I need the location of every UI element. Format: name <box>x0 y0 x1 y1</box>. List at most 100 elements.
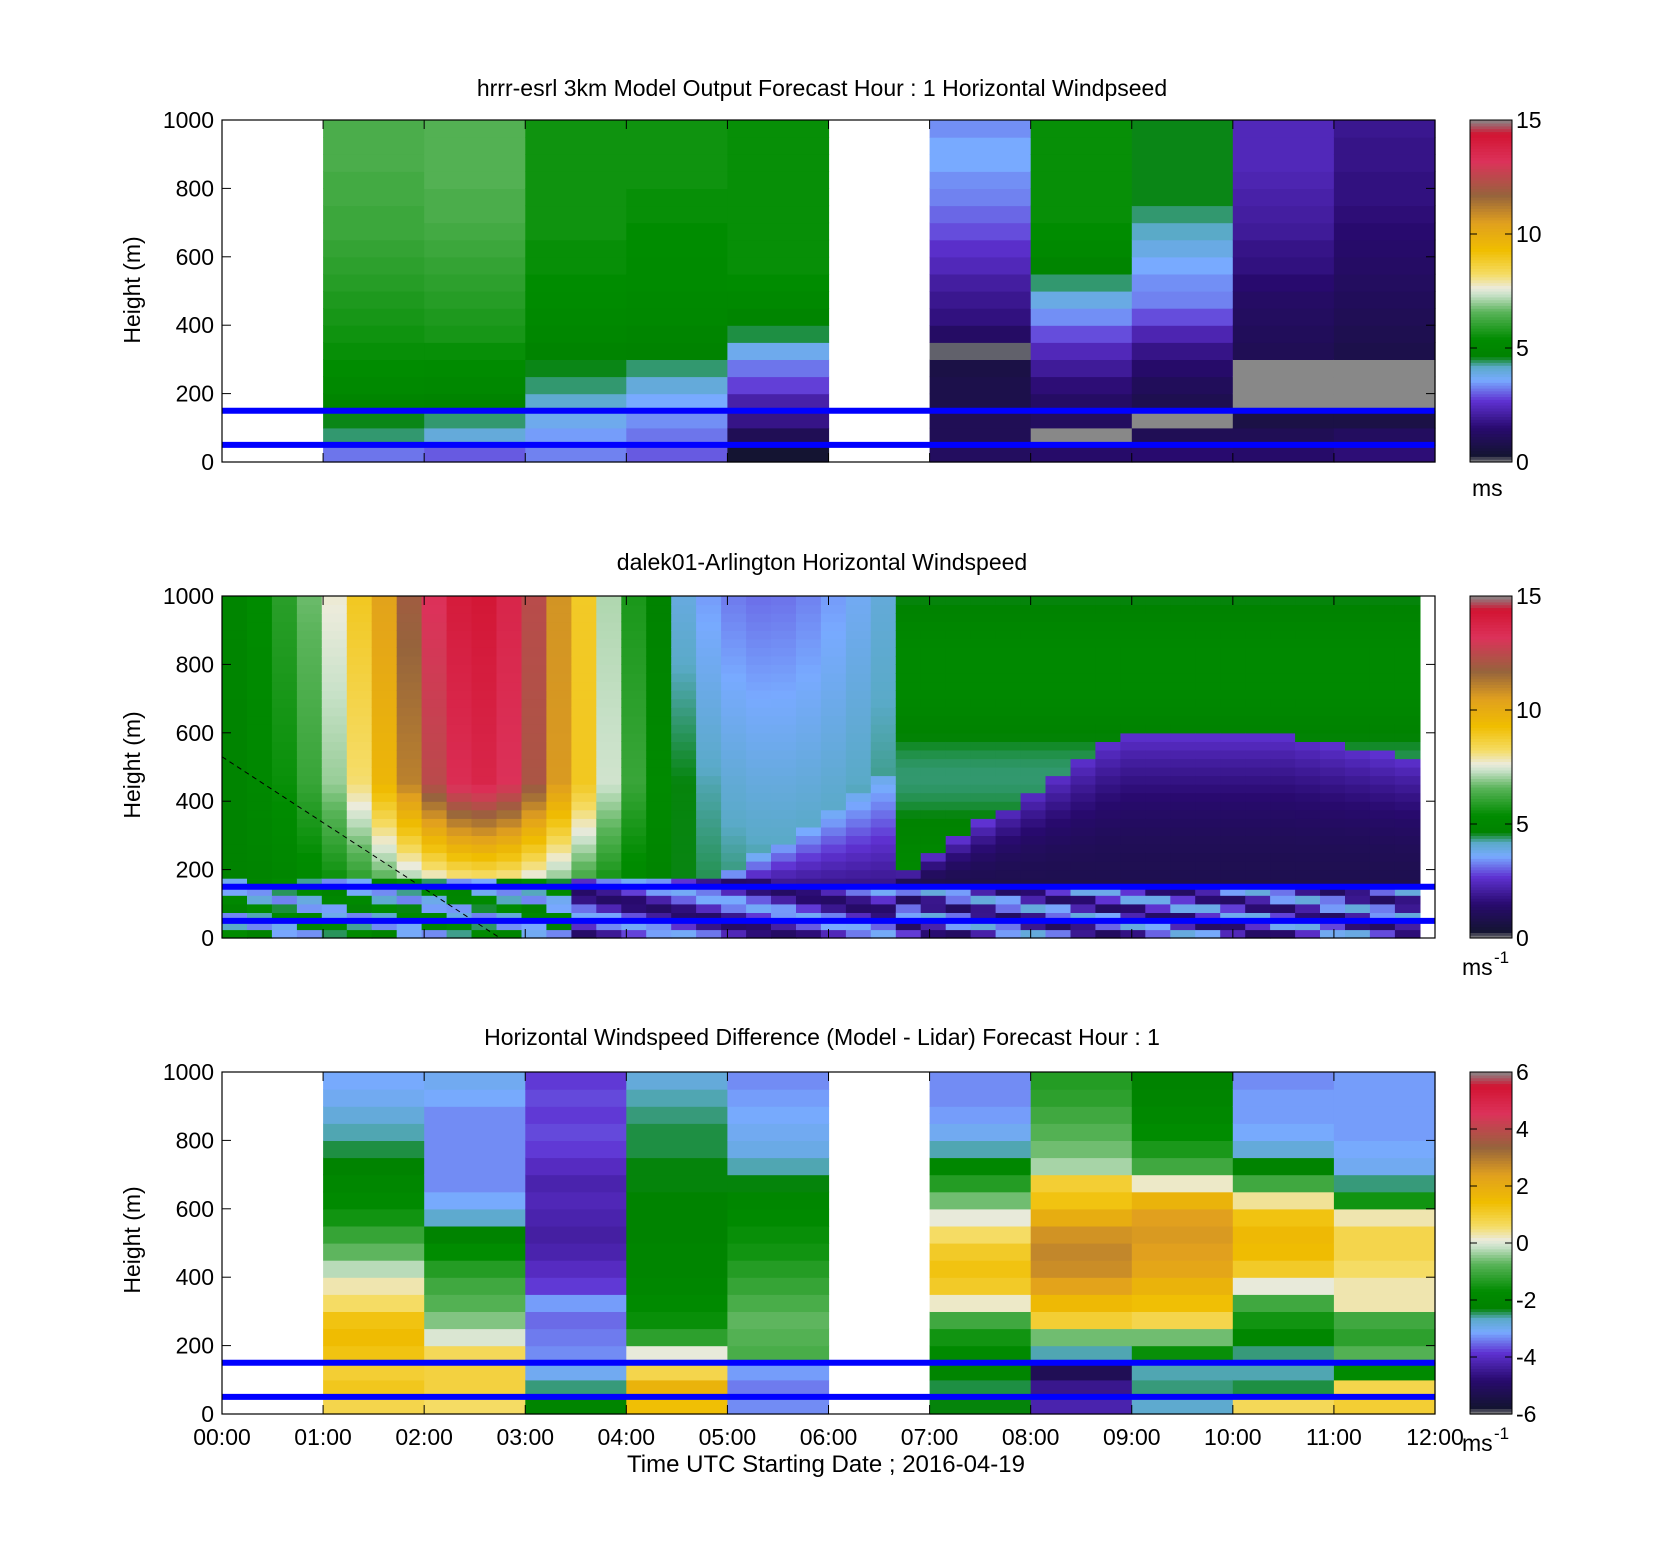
heatmap-cell <box>1270 655 1296 665</box>
heatmap-cell <box>424 1379 526 1398</box>
heatmap-cell <box>1131 171 1234 189</box>
heatmap-cell <box>1030 222 1133 241</box>
heatmap-cell <box>820 673 847 683</box>
colorbar-segment <box>1470 664 1512 668</box>
heatmap-cell <box>596 792 622 802</box>
heatmap-cell <box>1333 376 1436 395</box>
colorbar-segment <box>1470 818 1512 822</box>
heatmap-cell <box>945 912 972 922</box>
heatmap-cell <box>1131 342 1234 360</box>
heatmap-cell <box>396 835 423 845</box>
heatmap-cell <box>421 869 448 879</box>
heatmap-cell <box>626 120 728 138</box>
heatmap-cell <box>746 630 772 640</box>
heatmap-cell <box>771 621 797 631</box>
colorbar-segment <box>1470 852 1512 856</box>
heatmap-cell <box>945 707 972 717</box>
heatmap-cell <box>346 929 373 939</box>
heatmap-cell <box>727 1243 830 1261</box>
heatmap-cell <box>1345 715 1371 725</box>
heatmap-cell <box>1295 767 1321 777</box>
heatmap-cell <box>746 801 772 811</box>
heatmap-cell <box>271 664 298 674</box>
heatmap-cell <box>323 188 425 207</box>
heatmap-cell <box>1295 792 1321 802</box>
heatmap-cell <box>1245 878 1271 888</box>
heatmap-cell <box>1020 604 1047 614</box>
heatmap-cell <box>621 698 647 708</box>
heatmap-cell <box>321 707 348 717</box>
heatmap-cell <box>721 886 747 896</box>
heatmap-cell <box>321 912 348 922</box>
heatmap-cell <box>471 741 498 751</box>
heatmap-cell <box>471 878 498 888</box>
heatmap-cell <box>820 613 847 623</box>
heatmap-cell <box>796 809 822 819</box>
heatmap-cell <box>1095 638 1121 648</box>
heatmap-cell <box>1345 929 1371 939</box>
heatmap-cell <box>771 869 797 879</box>
heatmap-cell <box>870 920 897 931</box>
heatmap-cell <box>1220 809 1246 819</box>
heatmap-cell <box>626 1072 728 1090</box>
heatmap-cell <box>1030 291 1133 309</box>
heatmap-cell <box>870 801 897 811</box>
colorbar-segment <box>1470 1240 1512 1244</box>
heatmap-cell <box>1131 1140 1234 1159</box>
heatmap-cell <box>970 869 997 879</box>
heatmap-cell <box>247 596 273 606</box>
heatmap-cell <box>1020 690 1047 700</box>
colorbar-segment <box>1470 405 1512 409</box>
colorbar-segment <box>1470 698 1512 703</box>
heatmap-cell <box>1369 784 1396 794</box>
heatmap-cell <box>446 767 473 777</box>
heatmap-cell <box>296 878 323 888</box>
heatmap-cell <box>696 912 722 922</box>
heatmap-cell <box>929 308 1032 326</box>
heatmap-cell <box>1345 655 1371 665</box>
heatmap-cell <box>1045 707 1072 717</box>
heatmap-cell <box>271 621 298 631</box>
colorbar-segment <box>1470 618 1512 623</box>
heatmap-cell <box>929 1260 1032 1278</box>
colorbar-segment <box>1470 199 1512 204</box>
heatmap-cell <box>596 818 622 828</box>
heatmap-cell <box>929 1089 1032 1107</box>
colorbar-segment <box>1470 1408 1512 1412</box>
heatmap-cell <box>1145 673 1171 683</box>
heatmap-cell <box>727 308 830 326</box>
heatmap-cell <box>1295 630 1321 640</box>
heatmap-cell <box>1369 647 1396 657</box>
colorbar-segment <box>1470 687 1512 691</box>
heatmap-cell <box>696 741 722 751</box>
heatmap-cell <box>1270 844 1296 854</box>
colorbar-segment <box>1470 715 1512 720</box>
colorbar-segment <box>1470 1257 1512 1261</box>
colorbar-tick-label: -4 <box>1516 1344 1537 1370</box>
heatmap-cell <box>323 376 425 395</box>
heatmap-cell <box>820 861 847 871</box>
heatmap-cell <box>970 741 997 751</box>
heatmap-cell <box>1220 878 1246 888</box>
heatmap-cell <box>1030 1311 1133 1330</box>
colorbar-segment <box>1470 624 1512 628</box>
heatmap-cell <box>945 886 972 896</box>
heatmap-cell <box>546 596 572 606</box>
heatmap-cell <box>1345 613 1371 623</box>
heatmap-cell <box>371 630 398 640</box>
heatmap-cell <box>571 732 597 742</box>
heatmap-cell <box>646 844 672 854</box>
heatmap-cell <box>1045 844 1072 854</box>
heatmap-cell <box>1270 809 1296 819</box>
heatmap-cell <box>696 869 722 879</box>
heatmap-cell <box>1170 596 1196 606</box>
heatmap-cell <box>323 120 425 138</box>
heatmap-cell <box>1095 715 1121 725</box>
heatmap-cell <box>771 647 797 657</box>
heatmap-cell <box>1045 647 1072 657</box>
colorbar-segment <box>1470 1339 1512 1344</box>
heatmap-cell <box>525 256 627 275</box>
colorbar-segment <box>1470 385 1512 389</box>
colorbar-segment <box>1470 903 1512 908</box>
